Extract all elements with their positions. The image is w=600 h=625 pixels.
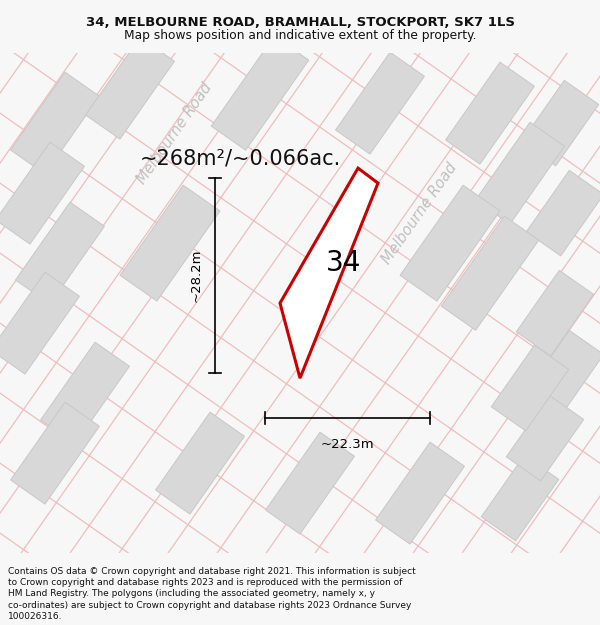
Polygon shape [441,216,539,330]
Polygon shape [506,396,584,481]
Text: 34: 34 [326,249,362,277]
Polygon shape [0,142,85,244]
Polygon shape [376,442,464,544]
Text: to Crown copyright and database rights 2023 and is reproduced with the permissio: to Crown copyright and database rights 2… [8,578,402,587]
Polygon shape [476,122,565,224]
Polygon shape [521,81,599,166]
Polygon shape [526,331,600,416]
Polygon shape [516,271,594,356]
Polygon shape [86,37,175,139]
Polygon shape [481,456,559,541]
Polygon shape [155,412,244,514]
Text: 100026316.: 100026316. [8,612,62,621]
Polygon shape [266,432,355,534]
Text: ~268m²/~0.066ac.: ~268m²/~0.066ac. [139,148,341,168]
Polygon shape [335,52,424,154]
Polygon shape [446,62,535,164]
Polygon shape [211,36,309,150]
Text: Map shows position and indicative extent of the property.: Map shows position and indicative extent… [124,29,476,42]
Text: Melbourne Road: Melbourne Road [380,160,460,266]
Polygon shape [0,272,79,374]
Text: ~28.2m: ~28.2m [190,249,203,302]
Text: Contains OS data © Crown copyright and database right 2021. This information is : Contains OS data © Crown copyright and d… [8,567,416,576]
Polygon shape [120,185,220,301]
Polygon shape [526,171,600,256]
Polygon shape [400,185,500,301]
Polygon shape [280,168,378,378]
Text: co-ordinates) are subject to Crown copyright and database rights 2023 Ordnance S: co-ordinates) are subject to Crown copyr… [8,601,411,609]
Text: 34, MELBOURNE ROAD, BRAMHALL, STOCKPORT, SK7 1LS: 34, MELBOURNE ROAD, BRAMHALL, STOCKPORT,… [86,16,515,29]
Text: Melbourne Road: Melbourne Road [134,80,215,186]
Text: HM Land Registry. The polygons (including the associated geometry, namely x, y: HM Land Registry. The polygons (includin… [8,589,375,598]
Polygon shape [16,202,104,304]
Polygon shape [11,402,100,504]
Polygon shape [41,342,130,444]
Polygon shape [491,346,569,431]
Polygon shape [11,72,100,174]
Text: ~22.3m: ~22.3m [320,438,374,451]
